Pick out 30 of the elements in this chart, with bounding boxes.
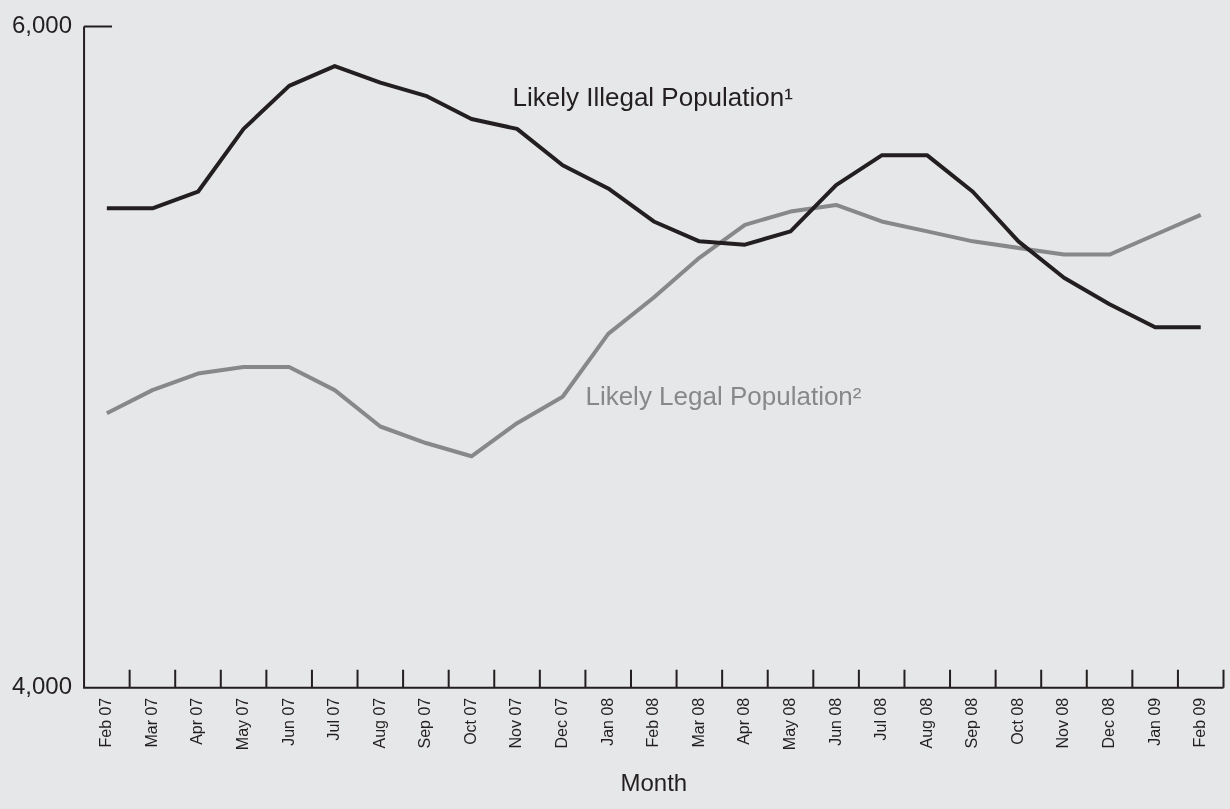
- x-tick-label: Apr 08: [735, 697, 753, 745]
- x-tick-label: Sep 08: [963, 697, 981, 749]
- series-label: Likely Legal Population²: [585, 381, 862, 412]
- x-tick-label: Dec 07: [553, 697, 571, 749]
- x-tick-label: Feb 07: [97, 697, 115, 748]
- x-tick-label: Aug 07: [370, 697, 388, 749]
- x-tick-label: Nov 07: [507, 697, 525, 749]
- x-tick-label: Jan 08: [598, 697, 616, 746]
- x-tick-label: Jun 07: [279, 697, 297, 746]
- x-tick-label: Mar 08: [689, 697, 707, 748]
- y-tick-label: 4,000: [12, 672, 73, 700]
- x-tick-label: Apr 07: [188, 697, 206, 745]
- x-tick-label: Jan 09: [1145, 697, 1163, 746]
- x-tick-label: Jul 08: [872, 697, 890, 741]
- x-tick-label: Oct 08: [1008, 697, 1026, 745]
- x-tick-label: May 08: [780, 697, 798, 751]
- x-tick-label: Dec 08: [1099, 697, 1117, 749]
- y-tick-label: 6,000: [12, 11, 73, 39]
- x-tick-label: Jul 07: [325, 697, 343, 741]
- x-tick-label: Aug 08: [917, 697, 935, 749]
- x-tick-label: Jun 08: [826, 697, 844, 746]
- x-tick-label: Feb 08: [644, 697, 662, 748]
- x-tick-label: Sep 07: [416, 697, 434, 749]
- x-tick-label: Feb 09: [1191, 697, 1209, 748]
- x-tick-label: May 07: [233, 697, 251, 751]
- series-label: Likely Illegal Population¹: [512, 81, 794, 112]
- x-tick-label: Mar 07: [142, 697, 160, 748]
- x-tick-label: Oct 07: [461, 697, 479, 745]
- x-tick-label: Nov 08: [1054, 697, 1072, 749]
- x-axis-title: Month: [620, 769, 688, 797]
